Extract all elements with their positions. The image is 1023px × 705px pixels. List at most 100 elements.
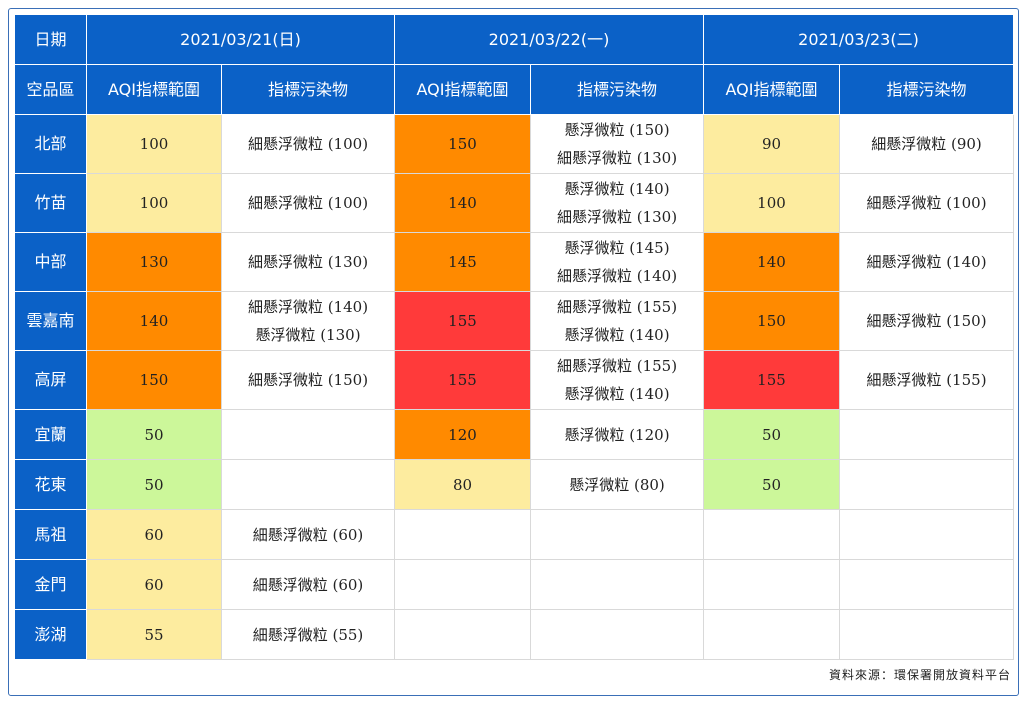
region-name: 花東: [14, 459, 87, 510]
pollutant-cell: 細懸浮微粒 (140) 懸浮微粒 (130): [221, 291, 395, 351]
aqi-value: [394, 559, 531, 610]
pollutant-cell: 細懸浮微粒 (100): [839, 173, 1014, 233]
table-row: 竹苗 100 細懸浮微粒 (100) 140 懸浮微粒 (140) 細懸浮微粒 (130)…: [14, 173, 1014, 233]
pollutant-entry: 細懸浮微粒 (60): [252, 575, 364, 594]
pollutant-cell: 細懸浮微粒 (155): [839, 350, 1014, 410]
aqi-value: 140: [394, 173, 531, 233]
table-row: 中部 130 細懸浮微粒 (130) 145 懸浮微粒 (145) 細懸浮微粒 (140)…: [14, 232, 1014, 292]
pollutant-cell: 細懸浮微粒 (55): [221, 609, 395, 660]
pollutant-entry: 細懸浮微粒 (140): [556, 267, 678, 285]
aqi-range-header: AQI指標範圍: [86, 64, 222, 115]
aqi-value: 150: [86, 350, 222, 410]
aqi-value: 155: [703, 350, 840, 410]
aqi-value: [703, 559, 840, 610]
pollutant-cell: 細懸浮微粒 (100): [221, 114, 395, 174]
pollutant-cell: 細懸浮微粒 (60): [221, 559, 395, 610]
aqi-value: 100: [86, 114, 222, 174]
region-name: 澎湖: [14, 609, 87, 660]
pollutant-header: 指標污染物: [221, 64, 395, 115]
table-row: 金門 60 細懸浮微粒 (60): [14, 559, 1014, 610]
table-row: 北部 100 細懸浮微粒 (100) 150 懸浮微粒 (150) 細懸浮微粒 (130)…: [14, 114, 1014, 174]
pollutant-cell: 懸浮微粒 (120): [530, 409, 704, 460]
pollutant-cell: 細懸浮微粒 (140): [839, 232, 1014, 292]
aqi-value: 50: [86, 409, 222, 460]
aqi-value: 100: [86, 173, 222, 233]
aqi-value: 150: [394, 114, 531, 174]
pollutant-entry: 細懸浮微粒 (140): [866, 253, 987, 271]
pollutant-cell: 細懸浮微粒 (155) 懸浮微粒 (140): [530, 291, 704, 351]
table-row: 馬祖 60 細懸浮微粒 (60): [14, 509, 1014, 560]
pollutant-cell: 懸浮微粒 (145) 細懸浮微粒 (140): [530, 232, 704, 292]
pollutant-cell: [839, 559, 1014, 610]
pollutant-entry: 細懸浮微粒 (155): [866, 371, 987, 389]
date-label: 日期: [14, 14, 87, 65]
region-name: 中部: [14, 232, 87, 292]
pollutant-header: 指標污染物: [839, 64, 1014, 115]
pollutant-entry: 細懸浮微粒 (130): [556, 208, 678, 226]
pollutant-cell: [221, 409, 395, 460]
aqi-value: 60: [86, 559, 222, 610]
region-name: 北部: [14, 114, 87, 174]
pollutant-cell: [839, 609, 1014, 660]
pollutant-entry: 細懸浮微粒 (100): [247, 135, 369, 153]
pollutant-cell: 懸浮微粒 (140) 細懸浮微粒 (130): [530, 173, 704, 233]
pollutant-entry: 細懸浮微粒 (150): [247, 371, 369, 389]
pollutant-entry: 細懸浮微粒 (60): [252, 525, 364, 544]
aqi-range-header: AQI指標範圍: [703, 64, 840, 115]
aqi-value: 90: [703, 114, 840, 174]
pollutant-entry: 懸浮微粒 (150): [564, 121, 670, 139]
aqi-value: 155: [394, 291, 531, 351]
region-label: 空品區: [14, 64, 87, 115]
pollutant-entry: 細懸浮微粒 (100): [866, 194, 987, 212]
pollutant-cell: 細懸浮微粒 (150): [221, 350, 395, 410]
pollutant-entry: 懸浮微粒 (145): [564, 239, 670, 257]
aqi-value: 155: [394, 350, 531, 410]
aqi-value: 50: [703, 409, 840, 460]
pollutant-cell: 細懸浮微粒 (130): [221, 232, 395, 292]
pollutant-entry: 細懸浮微粒 (155): [556, 357, 678, 375]
aqi-value: 145: [394, 232, 531, 292]
pollutant-entry: 細懸浮微粒 (155): [556, 298, 678, 316]
pollutant-cell: 懸浮微粒 (150) 細懸浮微粒 (130): [530, 114, 704, 174]
data-source-note: 資料來源：環保署開放資料平台: [828, 668, 1011, 682]
pollutant-entry: 懸浮微粒 (80): [569, 475, 665, 494]
aqi-value: [703, 609, 840, 660]
aqi-value: 60: [86, 509, 222, 560]
pollutant-entry: 懸浮微粒 (140): [564, 326, 670, 344]
region-name: 金門: [14, 559, 87, 610]
aqi-value: 50: [86, 459, 222, 510]
pollutant-cell: 細懸浮微粒 (150): [839, 291, 1014, 351]
table-row: 宜蘭 50 120 懸浮微粒 (120) 50: [14, 409, 1014, 460]
table-row: 澎湖 55 細懸浮微粒 (55): [14, 609, 1014, 660]
aqi-value: [394, 509, 531, 560]
aqi-forecast-table: 日期 2021/03/21(日) 2021/03/22(一) 2021/03/2…: [14, 14, 1014, 660]
pollutant-cell: [530, 609, 704, 660]
pollutant-cell: [530, 509, 704, 560]
pollutant-entry: 細懸浮微粒 (90): [871, 135, 982, 153]
date-header-row: 日期 2021/03/21(日) 2021/03/22(一) 2021/03/2…: [14, 14, 1014, 65]
pollutant-cell: [530, 559, 704, 610]
date-3: 2021/03/23(二): [703, 14, 1014, 65]
region-name: 馬祖: [14, 509, 87, 560]
aqi-range-header: AQI指標範圍: [394, 64, 531, 115]
pollutant-cell: 細懸浮微粒 (60): [221, 509, 395, 560]
pollutant-cell: 細懸浮微粒 (100): [221, 173, 395, 233]
region-name: 高屏: [14, 350, 87, 410]
column-header-row: 空品區 AQI指標範圍 指標污染物 AQI指標範圍 指標污染物 AQI指標範圍 …: [14, 64, 1014, 115]
aqi-value: 120: [394, 409, 531, 460]
aqi-value: 140: [86, 291, 222, 351]
pollutant-entry: 細懸浮微粒 (130): [556, 149, 678, 167]
aqi-value: 55: [86, 609, 222, 660]
pollutant-cell: [839, 509, 1014, 560]
aqi-value: 140: [703, 232, 840, 292]
pollutant-entry: 懸浮微粒 (140): [564, 385, 670, 403]
pollutant-entry: 懸浮微粒 (130): [255, 326, 361, 344]
pollutant-cell: [839, 409, 1014, 460]
region-name: 宜蘭: [14, 409, 87, 460]
aqi-value: [394, 609, 531, 660]
pollutant-entry: 懸浮微粒 (140): [564, 180, 670, 198]
aqi-value: 50: [703, 459, 840, 510]
table-row: 雲嘉南 140 細懸浮微粒 (140) 懸浮微粒 (130) 155 細懸浮微粒 (155…: [14, 291, 1014, 351]
region-name: 竹苗: [14, 173, 87, 233]
pollutant-cell: 細懸浮微粒 (90): [839, 114, 1014, 174]
